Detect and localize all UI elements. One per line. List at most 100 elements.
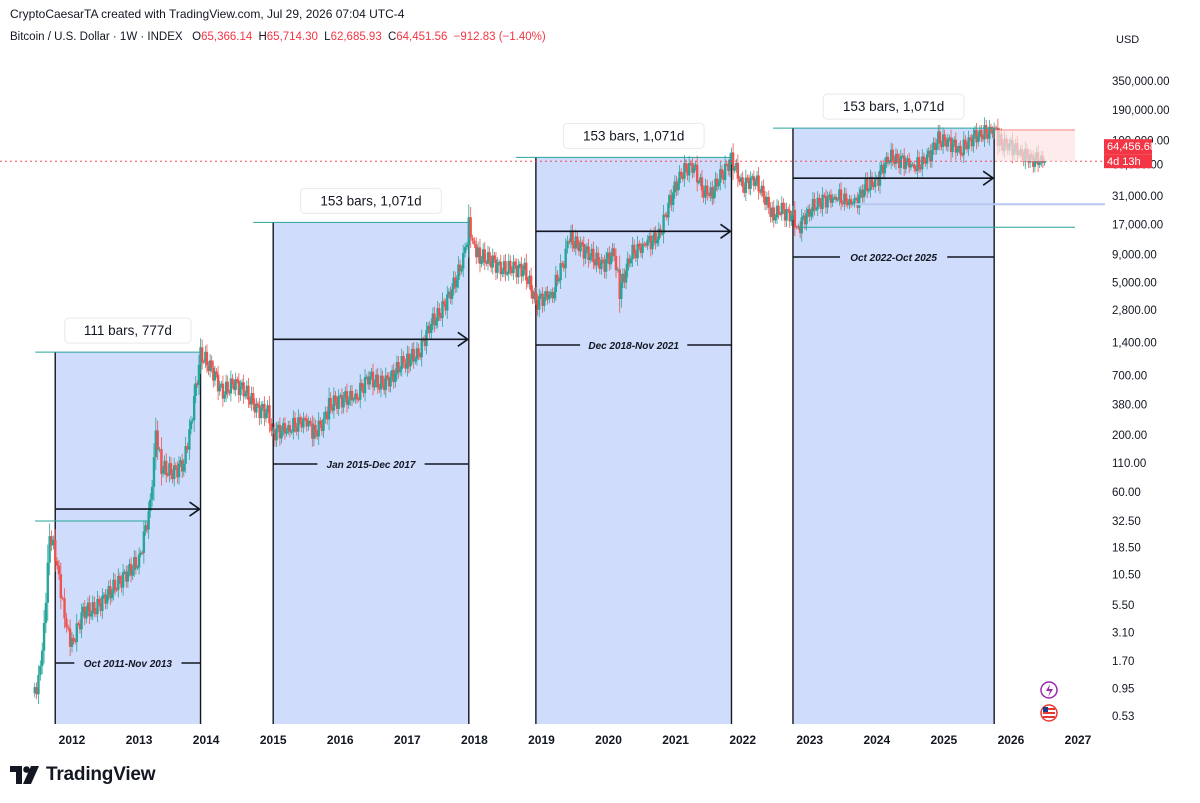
candle-body [893,159,896,164]
cycle-range-label: Dec 2018-Nov 2021 [588,341,679,352]
candle-body [717,182,720,187]
candle-body [896,153,899,159]
candle-body [618,269,621,299]
candle-body [961,154,964,156]
candle-body [803,215,807,225]
candle-body [969,137,972,139]
candle-body [319,420,322,425]
candle-body [824,195,828,208]
candle-body [691,163,694,173]
candle-body [679,171,683,176]
candle-body [295,426,298,432]
candle-body [566,240,569,249]
us-flag-icon[interactable] [1040,704,1058,722]
candle-body [557,280,561,282]
cycle-zone [273,222,469,725]
candle-body [967,137,970,150]
cycle-label-box [562,122,705,149]
candle-body [951,143,954,152]
candle-body [145,525,149,530]
candle-body [681,175,684,179]
candle-body [458,264,462,272]
candle-body [749,177,752,189]
candle-body [430,323,433,334]
x-tick-label: 2025 [931,733,958,747]
candle-body [628,258,631,264]
candle-body [668,195,672,203]
candle-body [529,275,533,291]
cycle-arrow-head [189,501,201,517]
cycle-bars-label: 111 bars, 777d [84,323,172,338]
candle-body [52,539,55,546]
candle-body [315,433,319,437]
candle-body [96,599,99,615]
candle-body [409,358,412,367]
candle-body [762,185,765,197]
candle-body [975,129,978,143]
tradingview-logo[interactable]: TradingView [10,764,156,786]
candle-body [133,557,136,570]
candle-body [234,379,237,390]
candle-body [883,163,886,174]
candle-body [526,280,530,284]
candle-body [719,169,722,183]
cycle-range-bg [74,656,182,670]
candle-body [862,189,866,198]
candle-body [337,396,340,409]
candle-body [37,674,40,695]
candle-body [199,347,202,365]
candle-body [774,217,777,221]
candle-body [780,202,783,215]
candle-body [465,244,469,248]
candle-body [99,602,102,612]
candle-body [433,313,436,326]
lightning-icon[interactable] [1040,681,1058,699]
candle-body [829,194,833,203]
open-value: 65,366.14 [201,31,253,43]
candle-body [518,263,522,266]
candle-body [664,214,667,216]
candle-body [930,149,934,162]
candle-body [397,362,400,373]
candle-body [266,405,269,413]
candle-body [373,383,376,388]
candle-body [156,430,159,451]
candle-body [525,262,528,281]
candle-body [414,359,417,362]
candle-body [872,184,875,188]
candle-body [1038,162,1041,165]
candle-body [355,393,359,400]
candle-body [606,252,609,259]
candle-body [253,403,257,413]
candle-body [125,571,128,582]
candle-body [973,129,977,135]
candle-body [611,248,614,257]
candle-body [93,602,96,612]
candle-body [609,256,613,265]
y-tick-label: 60.00 [1112,487,1141,499]
candle-body [515,265,518,278]
candle-body [539,293,543,297]
candle-body [798,225,802,234]
candle-body [370,371,373,377]
candle-body [935,143,938,151]
candle-body [772,207,776,221]
price-tag-value: 64,456.68 [1107,141,1156,153]
candle-body [376,374,379,387]
cycle-annotations: 111 bars, 777d Oct 2011-Nov 2013 153 bars,… [35,93,995,670]
candle-body [275,428,278,441]
candle-body [590,248,593,257]
candle-body [596,252,600,262]
y-tick-label: 110.00 [1112,458,1146,470]
candle-body [46,562,49,603]
countdown-tag: 4d 13h [1107,156,1141,168]
x-tick-label: 2017 [394,733,421,747]
candle-body [1043,161,1046,164]
candle-body [854,198,858,200]
candle-body [585,246,589,250]
symbol-name[interactable]: Bitcoin / U.S. Dollar · 1W · INDEX [10,31,183,43]
x-tick-label: 2016 [327,733,354,747]
candle-body [793,209,797,228]
candle-body [115,589,118,591]
